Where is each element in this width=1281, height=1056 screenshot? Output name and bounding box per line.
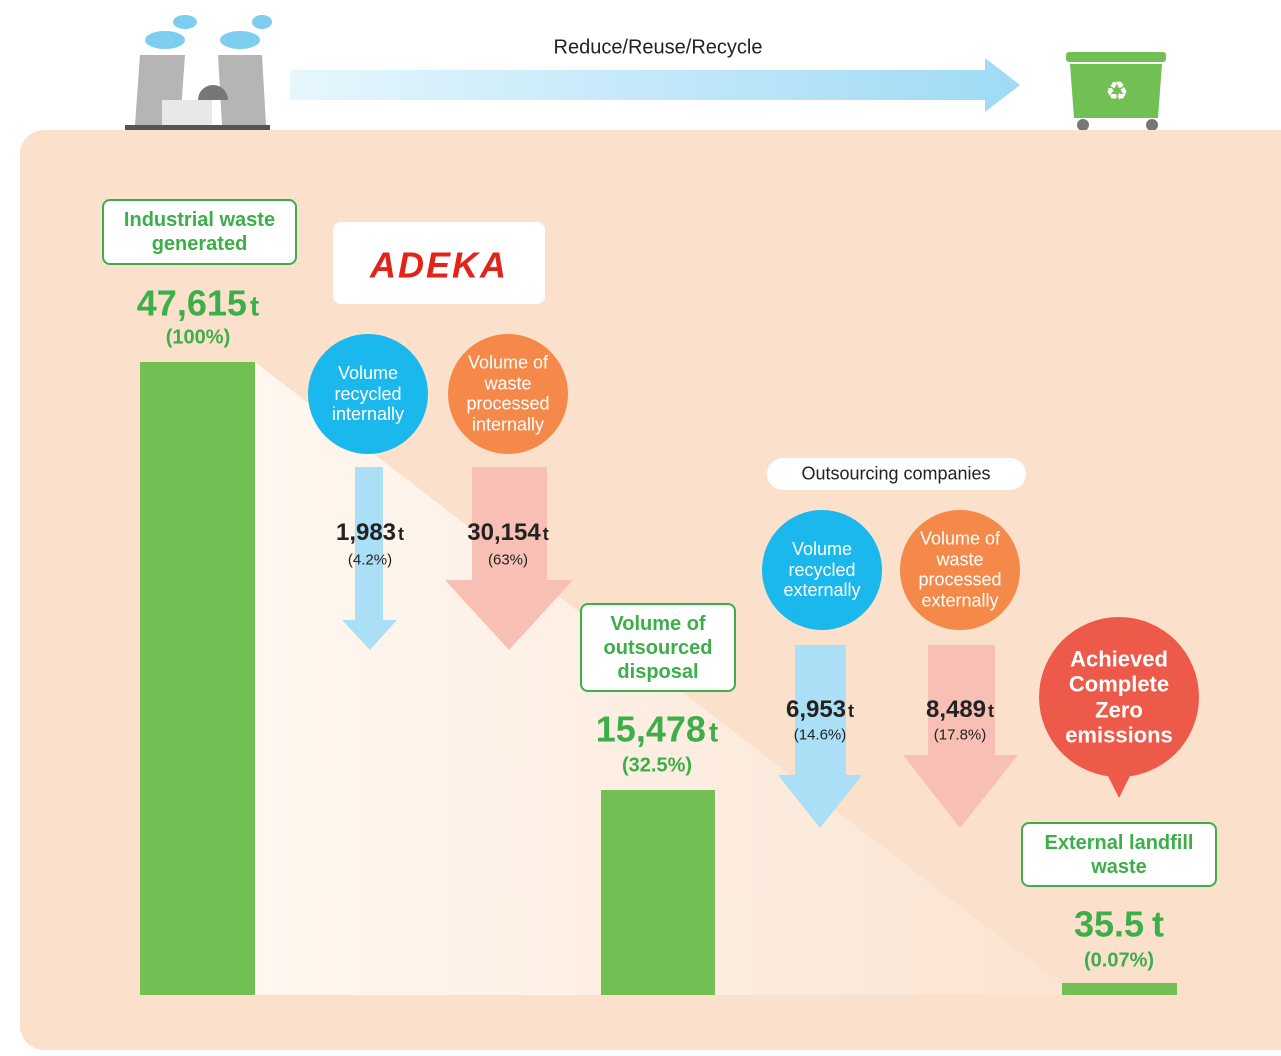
- graphics: ♻: [0, 0, 1281, 1056]
- stage-label: External landfill waste: [1021, 822, 1217, 887]
- recycle-bin-icon: ♻: [1066, 52, 1166, 131]
- stage-label: Industrial waste generated: [102, 199, 297, 265]
- flow-arrow: [290, 58, 1020, 112]
- flow-label: Reduce/Reuse/Recycle: [554, 37, 763, 60]
- unit: t: [1152, 903, 1164, 944]
- amount: 6,953: [786, 696, 846, 723]
- stage-label: Volume of outsourced disposal: [580, 603, 736, 692]
- bar: [140, 362, 255, 995]
- unit: t: [398, 524, 404, 544]
- svg-text:♻: ♻: [1105, 76, 1128, 106]
- flow-label: Volume of waste processed internally: [456, 353, 561, 436]
- unit: t: [988, 701, 994, 721]
- amount: 35.5: [1074, 903, 1144, 944]
- stage-share: (100%): [166, 327, 230, 350]
- stage-share: (0.07%): [1084, 950, 1154, 973]
- bar: [601, 790, 715, 995]
- infographic: ♻ Reduce/Reuse/Recycle ADEKA Industrial …: [0, 0, 1281, 1056]
- unit: t: [848, 701, 854, 721]
- unit: t: [250, 290, 259, 321]
- outsourcing-label: Outsourcing companies: [801, 464, 990, 485]
- flow-share: (17.8%): [934, 726, 987, 743]
- flow-share: (14.6%): [794, 726, 847, 743]
- factory-icon: [125, 15, 272, 131]
- bar: [1062, 983, 1177, 995]
- amount: 30,154: [467, 519, 540, 546]
- unit: t: [709, 716, 718, 747]
- unit: t: [543, 524, 549, 544]
- amount: 15,478: [596, 708, 706, 749]
- amount: 47,615: [137, 282, 247, 323]
- stage-share: (32.5%): [622, 755, 692, 778]
- flow-label: Volume of waste processed externally: [908, 529, 1013, 612]
- amount: 1,983: [336, 519, 396, 546]
- flow-label: Volume recycled internally: [318, 363, 418, 425]
- flow-share: (63%): [488, 551, 528, 568]
- logo: ADEKA: [370, 244, 508, 285]
- flow-share: (4.2%): [348, 551, 392, 568]
- flow-label: Volume recycled externally: [772, 539, 872, 601]
- achievement: Achieved Complete Zero emissions: [1059, 646, 1179, 747]
- amount: 8,489: [926, 696, 986, 723]
